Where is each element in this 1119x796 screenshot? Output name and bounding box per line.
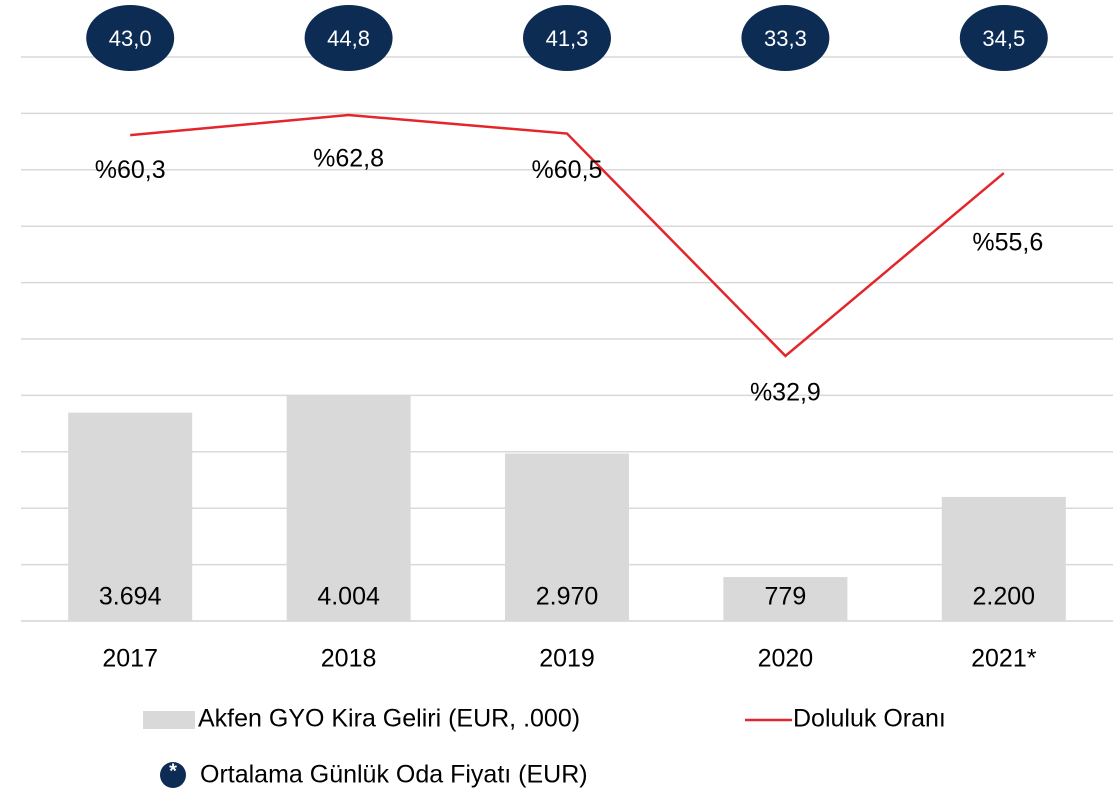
- legend-label: Doluluk Oranı: [793, 705, 946, 733]
- line-value-label: %62,8: [313, 145, 384, 173]
- x-tick-label: 2018: [321, 645, 377, 673]
- line: [130, 113, 1005, 358]
- bar: [505, 453, 629, 621]
- bar-value-label: 4.004: [317, 583, 380, 611]
- rate-label: 34,5: [982, 26, 1025, 51]
- rate-label: 43,0: [109, 26, 152, 51]
- line-value-label: %32,9: [750, 379, 821, 407]
- bar: [286, 395, 411, 621]
- rate-badge: [304, 5, 393, 71]
- bar: [68, 412, 193, 621]
- rate-label: 33,3: [764, 26, 807, 51]
- bar-value-label: 2.970: [536, 583, 599, 611]
- rate-badge: [86, 5, 175, 71]
- rate-badge: [741, 5, 830, 71]
- line-value-label: %60,3: [95, 156, 166, 184]
- legend-marker-label: *: [169, 760, 177, 782]
- x-tick-label: 2019: [539, 645, 595, 673]
- rate-label: 44,8: [327, 26, 370, 51]
- bar: [723, 577, 848, 621]
- legend-label: Akfen GYO Kira Geliri (EUR, .000): [198, 705, 580, 733]
- legend-label: Ortalama Günlük Oda Fiyatı (EUR): [200, 761, 588, 789]
- rate-badge: [523, 5, 611, 71]
- bar-value-label: 779: [765, 583, 807, 611]
- bar: [941, 496, 1066, 621]
- rate-label: 41,3: [546, 26, 589, 51]
- x-tick-label: 2020: [758, 645, 814, 673]
- line-value-label: %60,5: [532, 156, 603, 184]
- bar-value-label: 2.200: [973, 583, 1036, 611]
- line-value-label: %55,6: [972, 229, 1043, 257]
- x-tick-label: 2021*: [971, 645, 1037, 673]
- legend-swatch: [143, 711, 195, 729]
- bar-value-label: 3.694: [99, 583, 162, 611]
- rate-badge: [959, 5, 1048, 71]
- legend-swatch: [160, 762, 186, 788]
- x-tick-label: 2017: [102, 645, 158, 673]
